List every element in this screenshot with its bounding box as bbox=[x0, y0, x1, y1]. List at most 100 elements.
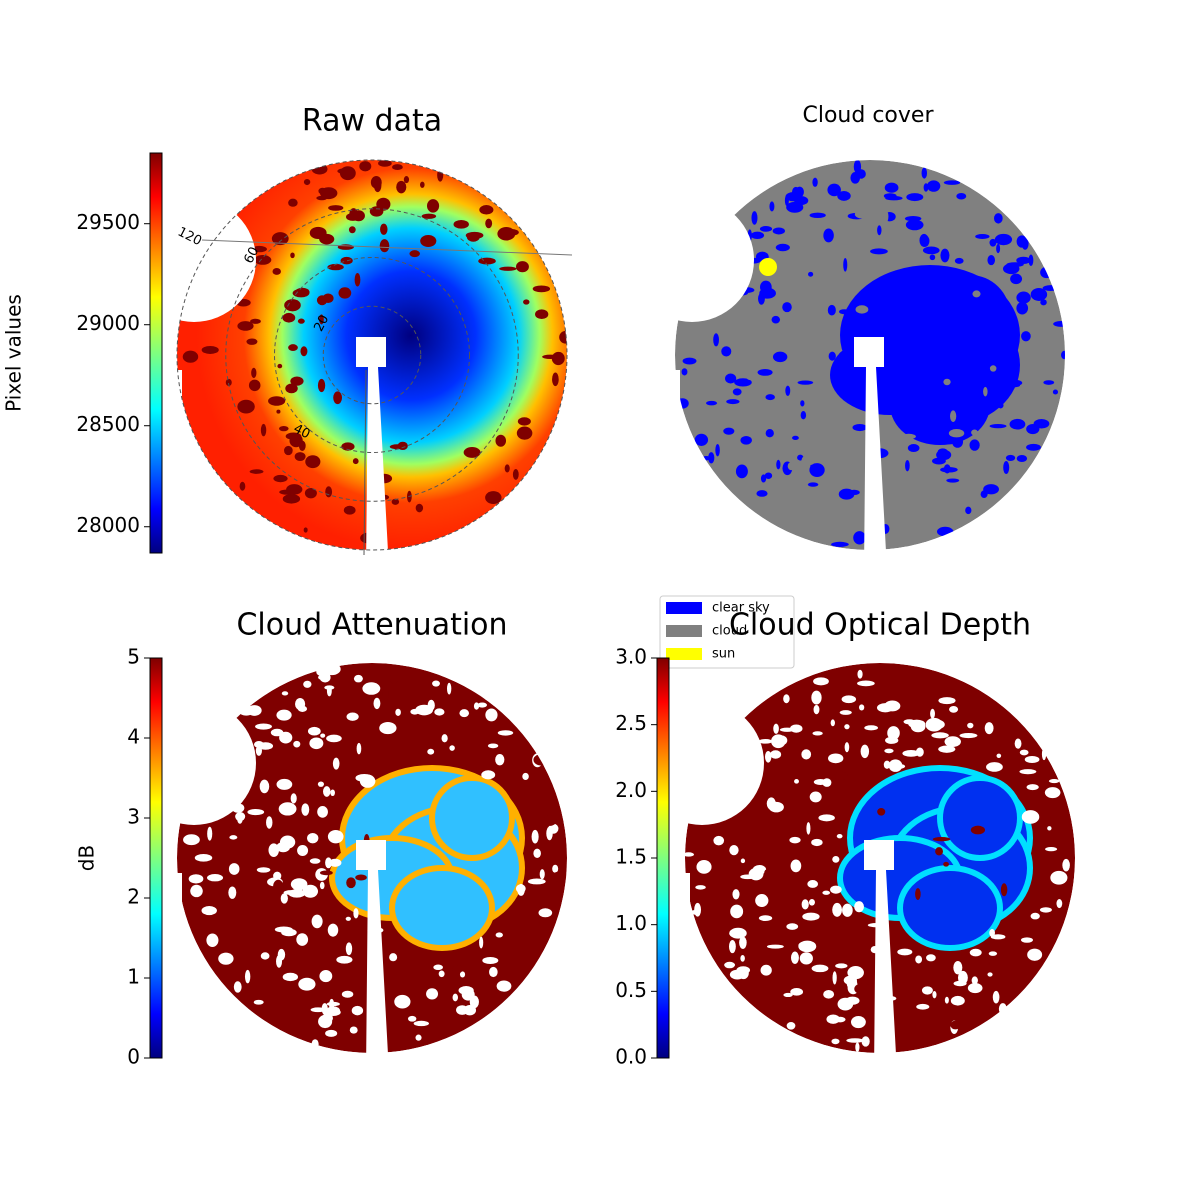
texture bbox=[1021, 237, 1029, 250]
texture bbox=[1052, 389, 1059, 395]
texture bbox=[773, 723, 779, 734]
texture bbox=[881, 995, 897, 1001]
texture bbox=[305, 455, 321, 469]
texture bbox=[822, 778, 832, 787]
texture bbox=[935, 292, 951, 305]
texture bbox=[268, 843, 279, 857]
texture bbox=[845, 996, 860, 1005]
texture bbox=[322, 293, 334, 304]
texture bbox=[465, 231, 484, 239]
texture bbox=[354, 272, 361, 287]
texture bbox=[1020, 937, 1033, 943]
texture bbox=[790, 988, 804, 996]
texture bbox=[764, 472, 773, 479]
texture bbox=[760, 474, 767, 483]
texture bbox=[765, 394, 775, 401]
texture bbox=[320, 733, 326, 738]
texture bbox=[830, 719, 835, 727]
texture bbox=[734, 290, 748, 296]
texture bbox=[314, 741, 320, 748]
texture bbox=[307, 726, 321, 736]
texture bbox=[782, 302, 792, 313]
texture bbox=[380, 223, 388, 235]
texture bbox=[807, 880, 819, 888]
texture bbox=[706, 400, 718, 406]
texture bbox=[794, 196, 809, 206]
texture bbox=[808, 271, 814, 277]
texture bbox=[294, 452, 306, 462]
texture bbox=[811, 690, 822, 705]
texture bbox=[794, 779, 799, 784]
texture bbox=[792, 435, 799, 441]
texture bbox=[249, 469, 264, 474]
texture bbox=[277, 363, 283, 369]
texture bbox=[495, 932, 503, 938]
texture bbox=[799, 952, 813, 965]
legend: clear sky cloud sun bbox=[659, 595, 795, 669]
texture bbox=[456, 654, 470, 669]
texture bbox=[324, 685, 335, 690]
texture bbox=[770, 750, 782, 759]
texture bbox=[330, 789, 335, 797]
texture bbox=[871, 448, 889, 459]
texture bbox=[355, 874, 367, 881]
texture bbox=[756, 490, 768, 497]
texture bbox=[288, 344, 298, 352]
texture bbox=[980, 490, 988, 499]
texture bbox=[950, 995, 965, 1006]
texture bbox=[338, 287, 352, 299]
texture bbox=[499, 266, 517, 271]
texture bbox=[284, 445, 293, 456]
tick-label: 4 bbox=[127, 725, 140, 749]
texture bbox=[1019, 749, 1029, 756]
texture bbox=[527, 878, 546, 885]
texture bbox=[970, 825, 986, 835]
texture bbox=[875, 995, 881, 1006]
texture bbox=[297, 844, 309, 857]
texture bbox=[177, 818, 196, 823]
texture bbox=[944, 736, 961, 747]
texture bbox=[984, 722, 994, 735]
texture bbox=[295, 287, 310, 297]
texture bbox=[930, 708, 935, 719]
texture bbox=[1005, 454, 1016, 461]
texture bbox=[282, 312, 296, 323]
texture bbox=[307, 832, 319, 844]
texture bbox=[971, 429, 978, 436]
tick-label: 29000 bbox=[76, 311, 140, 335]
texture bbox=[346, 877, 356, 889]
texture bbox=[392, 164, 403, 171]
texture bbox=[998, 1003, 1007, 1015]
texture bbox=[908, 290, 926, 300]
texture bbox=[828, 753, 844, 764]
texture bbox=[532, 285, 551, 293]
texture bbox=[953, 980, 967, 987]
texture bbox=[786, 1021, 796, 1030]
texture bbox=[988, 951, 998, 956]
texture bbox=[217, 793, 224, 800]
texture bbox=[801, 899, 809, 910]
texture bbox=[276, 778, 293, 790]
texture bbox=[765, 428, 774, 438]
texture bbox=[328, 858, 342, 867]
texture bbox=[351, 1005, 364, 1016]
texture bbox=[394, 994, 411, 1009]
texture bbox=[1024, 755, 1040, 764]
texture bbox=[758, 739, 773, 744]
texture bbox=[502, 1007, 508, 1020]
texture bbox=[855, 1042, 860, 1053]
texture bbox=[769, 201, 775, 212]
texture bbox=[870, 248, 888, 255]
texture bbox=[843, 376, 849, 382]
texture bbox=[989, 928, 995, 937]
legend-swatch bbox=[666, 602, 702, 614]
texture bbox=[552, 864, 559, 873]
texture bbox=[539, 869, 545, 880]
colorbar bbox=[149, 657, 163, 1059]
texture bbox=[340, 256, 353, 265]
texture bbox=[1030, 288, 1048, 301]
sky-image bbox=[177, 159, 573, 550]
texture bbox=[915, 955, 923, 964]
texture bbox=[301, 803, 310, 816]
texture bbox=[724, 961, 736, 969]
